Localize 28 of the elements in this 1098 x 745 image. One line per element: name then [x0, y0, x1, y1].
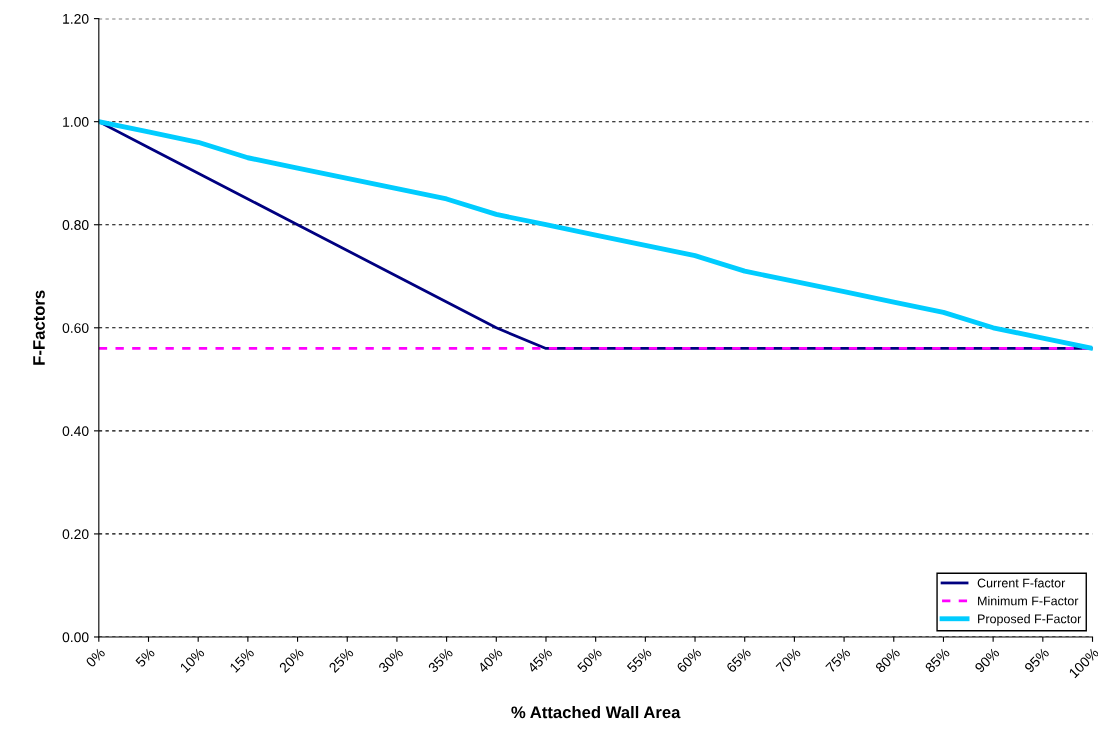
- x-tick-label: 75%: [825, 647, 851, 674]
- y-tick-label: 0.80: [62, 220, 89, 230]
- x-tick-label: 70%: [775, 647, 802, 674]
- x-tick-label: 65%: [725, 647, 752, 674]
- y-tick-label: 0.60: [62, 323, 89, 333]
- legend-label: Minimum F-Factor: [978, 596, 1079, 606]
- y-tick-label: 0.20: [62, 529, 89, 540]
- x-tick-label: 85%: [924, 647, 951, 674]
- x-tick-label: 30%: [377, 647, 404, 674]
- x-tick-label: 35%: [427, 647, 454, 674]
- x-tick-label: 50%: [576, 647, 603, 674]
- y-tick-label: 1.00: [63, 117, 89, 127]
- legend-label: Current F-factor: [977, 578, 1066, 588]
- x-tick-label: 0%: [85, 647, 106, 668]
- x-tick-label: 60%: [676, 647, 702, 674]
- x-tick-label: 5%: [135, 647, 156, 668]
- x-tick-label: 40%: [477, 647, 504, 674]
- x-tick-label: 90%: [974, 647, 1001, 674]
- y-axis-title: F-Factors: [33, 290, 45, 365]
- legend-label: Proposed F-Factor: [978, 614, 1082, 626]
- y-tick-label: 1.20: [63, 13, 89, 24]
- y-tick-label: 0.00: [62, 632, 89, 643]
- x-tick-label: 55%: [626, 647, 653, 674]
- x-axis-title: % Attached Wall Area: [511, 705, 681, 719]
- x-tick-label: 45%: [526, 647, 553, 674]
- x-tick-label: 95%: [1023, 647, 1050, 674]
- y-tick-label: 0.40: [62, 426, 89, 437]
- x-tick-label: 80%: [874, 647, 901, 674]
